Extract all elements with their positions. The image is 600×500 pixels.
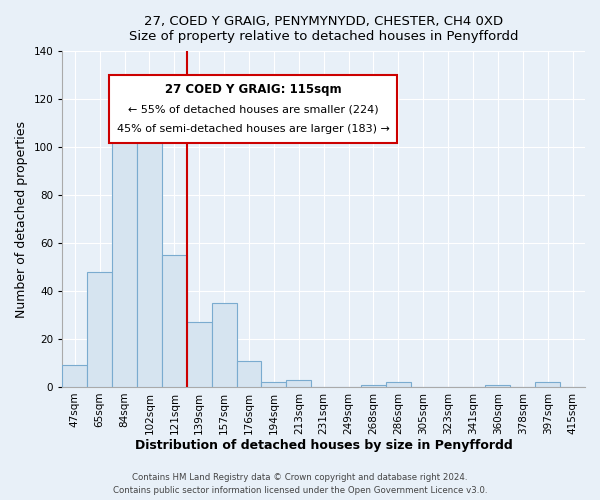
Bar — [535, 382, 560, 387]
Bar — [112, 142, 137, 387]
X-axis label: Distribution of detached houses by size in Penyffordd: Distribution of detached houses by size … — [135, 440, 512, 452]
Text: Contains HM Land Registry data © Crown copyright and database right 2024.
Contai: Contains HM Land Registry data © Crown c… — [113, 474, 487, 495]
Title: 27, COED Y GRAIG, PENYMYNYDD, CHESTER, CH4 0XD
Size of property relative to deta: 27, COED Y GRAIG, PENYMYNYDD, CHESTER, C… — [129, 15, 518, 43]
Text: ← 55% of detached houses are smaller (224): ← 55% of detached houses are smaller (22… — [128, 104, 379, 114]
Bar — [137, 111, 162, 387]
Bar — [212, 303, 236, 387]
Bar — [236, 360, 262, 387]
Bar — [286, 380, 311, 387]
Bar — [386, 382, 411, 387]
FancyBboxPatch shape — [109, 74, 397, 144]
Bar — [361, 384, 386, 387]
Bar — [262, 382, 286, 387]
Y-axis label: Number of detached properties: Number of detached properties — [15, 120, 28, 318]
Bar — [162, 255, 187, 387]
Bar — [187, 322, 212, 387]
Text: 45% of semi-detached houses are larger (183) →: 45% of semi-detached houses are larger (… — [116, 124, 389, 134]
Bar — [87, 272, 112, 387]
Bar — [62, 366, 87, 387]
Text: 27 COED Y GRAIG: 115sqm: 27 COED Y GRAIG: 115sqm — [165, 82, 341, 96]
Bar — [485, 384, 511, 387]
